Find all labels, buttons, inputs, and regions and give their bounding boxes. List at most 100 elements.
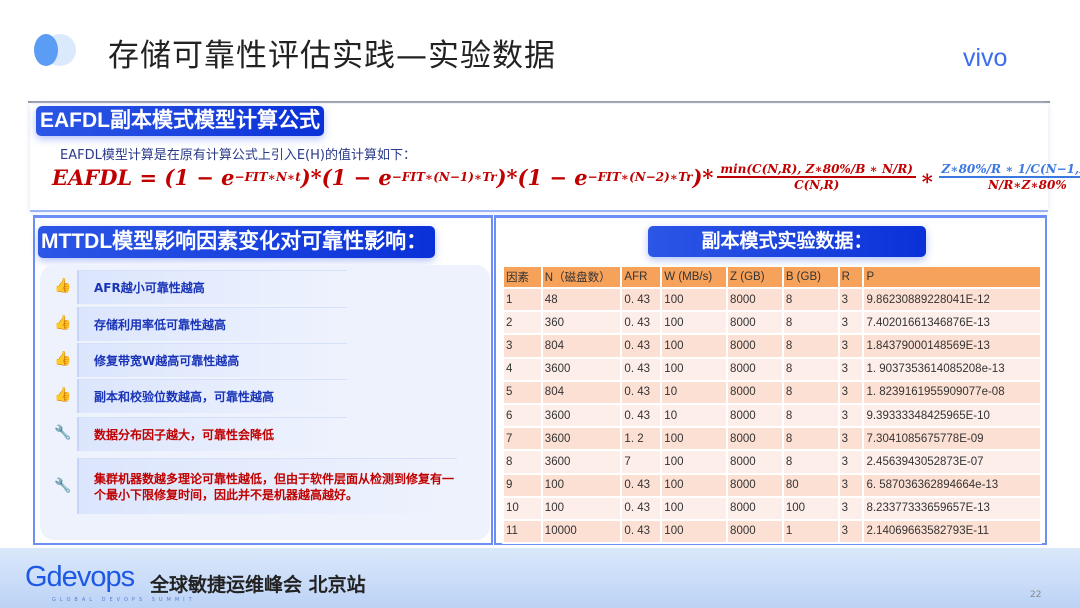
table-cell: 9.86230889228041E-12 [862, 286, 1042, 313]
column-header: Z (GB) [726, 265, 784, 289]
table-cell: 9.39333348425965E-10 [862, 402, 1042, 429]
thumbs-up-icon: 👍 [54, 351, 72, 367]
table-cell: 5 [502, 379, 543, 405]
factor-item: AFR越小可靠性越高 [77, 270, 347, 304]
formula-fraction-1: min(C(N,R), Z∗80%/B ∗ N/R) C(N,R) [717, 162, 916, 192]
table-cell: 8 [781, 379, 840, 405]
table-cell: 7.3041085675778E-09 [862, 426, 1042, 452]
table-row: 3 804 0. 43 100 8000 8 3 1.84379000148569E-13 [502, 333, 1042, 359]
gdevops-logo-subtitle: GLOBAL DEVOPS SUMMIT [52, 597, 196, 603]
table-cell: 6 [502, 402, 543, 429]
table-row: 7 3600 1. 2 100 8000 8 3 7.3041085675778E-09 [502, 426, 1042, 452]
table-cell: 0. 43 [620, 518, 663, 545]
table-cell: 8000 [726, 379, 784, 405]
table-cell: 8000 [726, 310, 784, 336]
table-row: 5 804 0. 43 10 8000 8 3 1. 8239161955909077e-08 [502, 379, 1042, 405]
experiment-badge: 副本模式实验数据： [648, 226, 926, 257]
table-cell: 100 [660, 310, 729, 336]
numerator: min(C(N,R), Z∗80%/B ∗ N/R) [717, 162, 916, 178]
table-cell: 8000 [726, 495, 784, 521]
table-cell: 100 [660, 426, 729, 452]
page-number: 22 [1030, 590, 1042, 600]
page-title: 存储可靠性评估实践—实验数据 [108, 38, 556, 74]
table-cell: 8 [781, 356, 840, 382]
factor-item: 数据分布因子越大，可靠性会降低 [77, 417, 347, 451]
table-cell: 100 [781, 495, 840, 521]
thumbs-up-icon: 👍 [54, 387, 72, 403]
table-cell: 0. 43 [620, 310, 663, 336]
table-row: 6 3600 0. 43 10 8000 8 3 9.39333348425965E-10 [502, 402, 1042, 429]
factor-item-text: 修复带宽W越高可靠性越高 [94, 354, 240, 368]
table-cell: 8 [502, 449, 543, 475]
divider [28, 101, 1050, 103]
table-row: 2 360 0. 43 100 8000 8 3 7.40201661346876E-13 [502, 310, 1042, 336]
table-cell: 3600 [540, 449, 623, 475]
table-cell: 3 [837, 495, 865, 521]
table-row: 9 100 0. 43 100 8000 80 3 6. 587036362894664e-1… [502, 472, 1042, 498]
table-cell: 3 [837, 286, 865, 313]
table-cell: 0. 43 [620, 356, 663, 382]
experiment-table: 因素 N（磁盘数） AFR W (MB/s) Z (GB) B (GB) R P 1 48 0. 4… [502, 265, 1042, 545]
column-header: AFR [620, 265, 663, 289]
logo-circles-icon [34, 34, 76, 66]
thumbs-up-icon: 👍 [54, 315, 72, 331]
table-cell: 1. 2 [620, 426, 663, 452]
table-cell: 8000 [726, 402, 784, 429]
table-cell: 1. 9037353614085208e-13 [862, 356, 1042, 382]
formula-part: )*(1 − e [496, 164, 588, 190]
table-row: 8 3600 7 100 8000 8 3 2.4563943052873E-07 [502, 449, 1042, 475]
factors-badge: MTTDL模型影响因素变化对可靠性影响： [38, 226, 436, 258]
formula-fraction-2: Z∗80%/R ∗ 1/C(N−1,R−1)N/R∗Z∗80% [938, 162, 1080, 192]
table-cell: 48 [540, 286, 623, 313]
table-cell: 100 [660, 333, 729, 359]
table-row: 4 3600 0. 43 100 8000 8 3 1. 9037353614085208e-… [502, 356, 1042, 382]
table-cell: 0. 43 [620, 472, 663, 498]
table-cell: 0. 43 [620, 286, 663, 313]
table-cell: 8000 [726, 286, 784, 313]
table-cell: 7 [502, 426, 543, 452]
gdevops-logo: Gdevops [25, 561, 135, 593]
table-cell: 8 [781, 449, 840, 475]
table-cell: 3 [837, 402, 865, 429]
table-cell: 100 [660, 449, 729, 475]
table-cell: 11 [502, 518, 543, 545]
formula-exponent: −FIT∗N∗t [234, 170, 301, 184]
table-cell: 1.84379000148569E-13 [862, 333, 1042, 359]
table-cell: 8 [781, 286, 840, 313]
table-cell: 3 [837, 518, 865, 545]
table-cell: 8000 [726, 518, 784, 545]
column-header: B (GB) [781, 265, 840, 289]
table-cell: 8 [781, 402, 840, 429]
formula-badge: EAFDL副本模式模型计算公式 [36, 106, 324, 136]
column-header: R [837, 265, 865, 289]
table-cell: 100 [660, 286, 729, 313]
factor-item-text: AFR越小可靠性越高 [94, 281, 205, 295]
table-cell: 7 [620, 449, 663, 475]
table-row: 10 100 0. 43 100 8000 100 3 8.23377333659657E-1… [502, 495, 1042, 521]
table-cell: 804 [540, 333, 623, 359]
table-cell: 100 [660, 495, 729, 521]
table-cell: 3 [837, 426, 865, 452]
table-cell: 3600 [540, 356, 623, 382]
table-cell: 2.4563943052873E-07 [862, 449, 1042, 475]
formula-exponent: −FIT∗(N−1)∗Tr [391, 170, 497, 184]
factor-item: 存储利用率低可靠性越高 [77, 307, 347, 341]
formula-part: )* [692, 164, 714, 190]
table-cell: 100 [540, 495, 623, 521]
table-cell: 80 [781, 472, 840, 498]
table-cell: 8000 [726, 333, 784, 359]
factor-item: 修复带宽W越高可靠性越高 [77, 343, 347, 377]
table-cell: 1 [502, 286, 543, 313]
factor-item-text: 存储利用率低可靠性越高 [94, 318, 227, 332]
wrench-icon: 🔧 [54, 425, 72, 441]
column-header: W (MB/s) [660, 265, 729, 289]
table-cell: 0. 43 [620, 379, 663, 405]
table-cell: 360 [540, 310, 623, 336]
table-cell: 3 [837, 379, 865, 405]
table-cell: 2 [502, 310, 543, 336]
table-row: 11 10000 0. 43 100 8000 1 3 2.14069663582793E-1… [502, 518, 1042, 545]
table-cell: 804 [540, 379, 623, 405]
table-cell: 8000 [726, 356, 784, 382]
table-cell: 2.14069663582793E-11 [862, 518, 1042, 545]
numerator: Z∗80%/R ∗ 1/C(N−1,R−1) [938, 162, 1080, 178]
